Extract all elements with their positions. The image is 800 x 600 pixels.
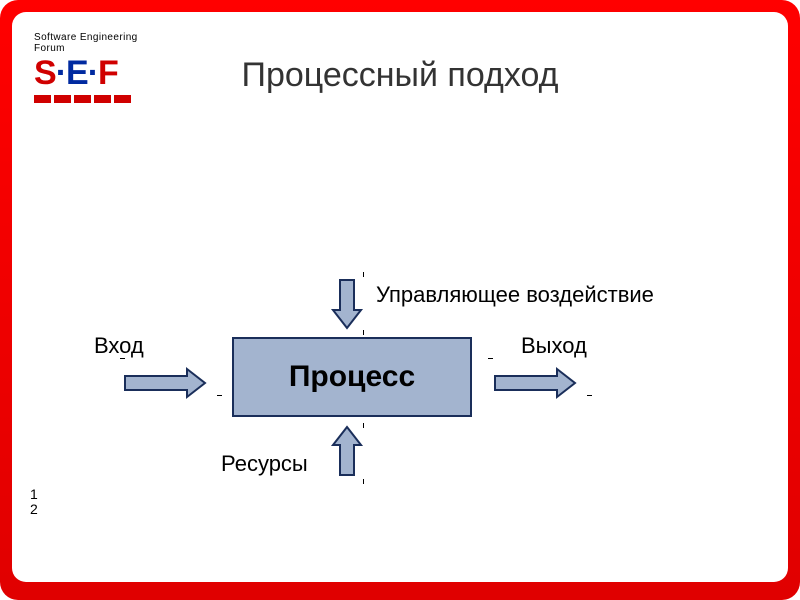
tick-mark bbox=[217, 395, 222, 396]
control-label: Управляющее воздействие bbox=[376, 282, 654, 308]
tick-mark bbox=[363, 423, 364, 428]
slide-panel: Software Engineering Forum S·E·F Процесс… bbox=[12, 12, 788, 582]
tick-mark bbox=[587, 395, 592, 396]
page-number: 1 2 bbox=[30, 487, 38, 516]
control-arrow-icon bbox=[333, 280, 361, 328]
resource-arrow-icon bbox=[333, 427, 361, 475]
output-arrow-icon bbox=[495, 369, 575, 397]
slide-title: Процессный подход bbox=[12, 56, 788, 95]
slide-frame: Software Engineering Forum S·E·F Процесс… bbox=[0, 0, 800, 600]
tick-mark bbox=[363, 330, 364, 335]
resource-label: Ресурсы bbox=[221, 451, 308, 477]
page-number-line2: 2 bbox=[30, 502, 38, 517]
process-box-label: Процесс bbox=[289, 360, 415, 394]
logo-subtitle: Software Engineering Forum bbox=[34, 32, 144, 54]
logo-bars bbox=[34, 95, 144, 103]
tick-mark bbox=[488, 358, 493, 359]
input-label: Вход bbox=[94, 333, 144, 359]
tick-mark bbox=[363, 272, 364, 277]
tick-mark bbox=[363, 479, 364, 484]
output-label: Выход bbox=[521, 333, 587, 359]
process-box: Процесс bbox=[232, 337, 472, 417]
input-arrow-icon bbox=[125, 369, 205, 397]
tick-mark bbox=[120, 358, 125, 359]
process-diagram: Процесс Управляющее воздействие Вход Выход… bbox=[12, 142, 788, 412]
page-number-line1: 1 bbox=[30, 487, 38, 502]
